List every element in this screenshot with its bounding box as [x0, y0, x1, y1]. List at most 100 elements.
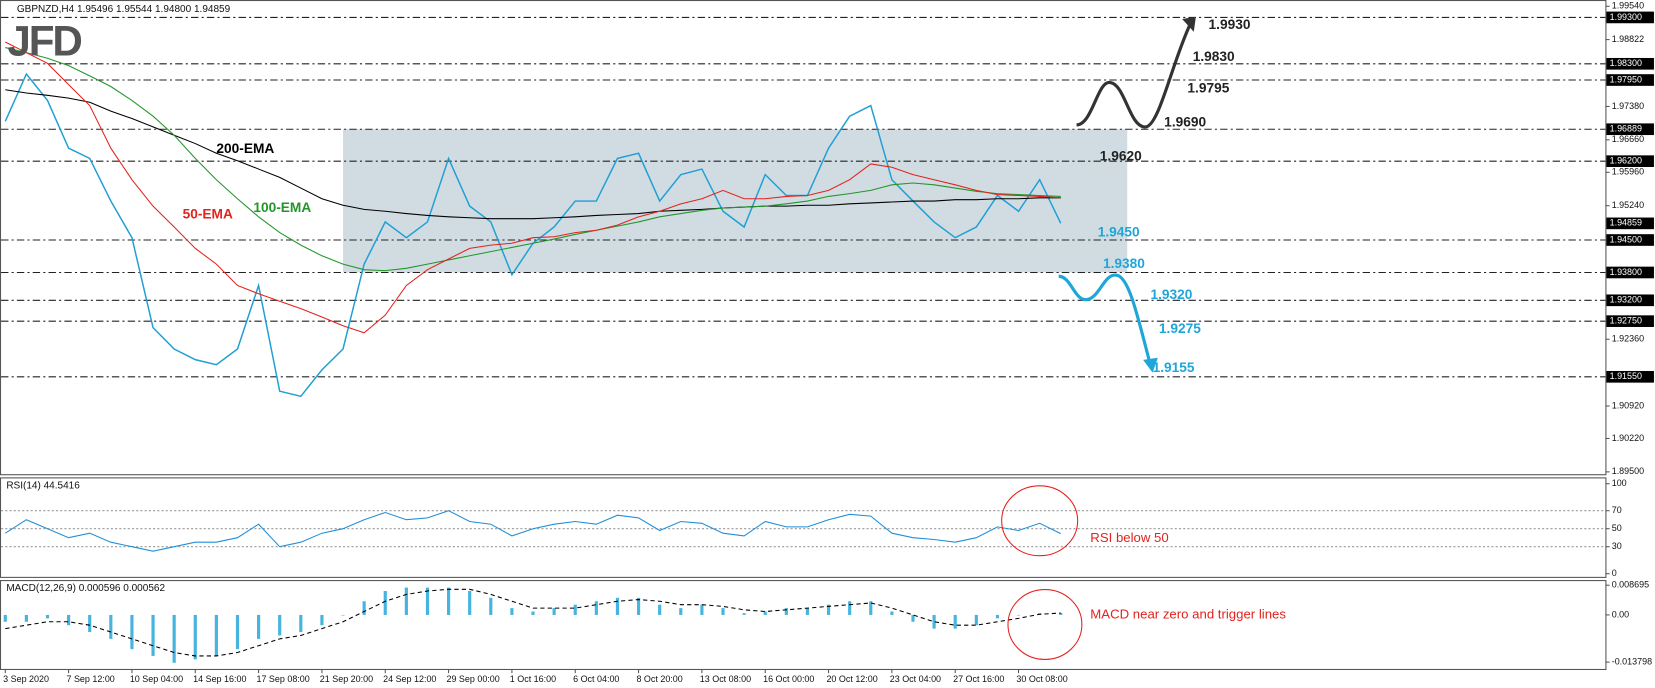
histogram-bar — [3, 614, 7, 622]
y-tick-label: 0.008695 — [1612, 580, 1649, 590]
level-label-box — [1606, 315, 1654, 327]
histogram-bar — [995, 614, 1000, 619]
histogram-bar — [109, 614, 113, 639]
histogram-bar — [932, 614, 936, 629]
x-tick-label: 10 Sep 04:00 — [130, 674, 183, 684]
histogram-bar — [278, 614, 282, 636]
last-price-label: 1.94859 — [1610, 218, 1642, 228]
level-annotation: 1.9795 — [1187, 81, 1229, 96]
histogram-bar — [700, 604, 704, 615]
series-line — [5, 41, 1061, 334]
level-label: 1.97950 — [1610, 74, 1642, 84]
x-tick-label: 20 Oct 12:00 — [826, 674, 877, 684]
level-annotation: 1.9690 — [1164, 114, 1206, 129]
histogram-bar — [784, 608, 788, 615]
histogram-bar — [552, 608, 556, 615]
rsi-title: RSI(14) 44.5416 — [6, 480, 80, 491]
histogram-bar — [953, 614, 957, 629]
range-box — [343, 129, 1128, 273]
histogram-bar — [721, 608, 725, 615]
histogram-bar — [67, 614, 71, 626]
histogram-bar — [362, 601, 366, 615]
histogram-bar — [679, 608, 683, 615]
x-tick-label: 6 Oct 04:00 — [573, 674, 619, 684]
y-tick-label: 1.90220 — [1612, 433, 1644, 443]
level-label: 1.98300 — [1610, 58, 1642, 68]
y-tick-label: 50 — [1612, 523, 1622, 533]
y-tick-label: 0 — [1612, 568, 1617, 578]
scenario-arrow-down — [1058, 273, 1153, 366]
x-tick-label: 23 Oct 04:00 — [890, 674, 941, 684]
histogram-bar — [531, 611, 535, 615]
histogram-bar — [446, 587, 451, 615]
histogram-bar — [235, 614, 240, 650]
y-tick-label: 70 — [1612, 505, 1622, 515]
series-line — [5, 47, 1061, 272]
histogram-bar — [130, 614, 134, 650]
histogram-bar — [151, 614, 155, 656]
level-label-box — [1606, 370, 1654, 383]
histogram-bar — [510, 608, 514, 615]
annotation: RSI below 50 — [1090, 530, 1168, 545]
histogram-bar — [404, 587, 408, 615]
series-line — [5, 89, 1061, 220]
chart-title: GBPNZD,H4 1.95496 1.95544 1.94800 1.9485… — [17, 4, 231, 15]
macd-title: MACD(12,26,9) 0.000596 0.000562 — [6, 583, 165, 594]
y-tick-label: 1.95240 — [1612, 200, 1644, 210]
level-label-box — [1606, 57, 1654, 70]
level-label: 1.99300 — [1610, 12, 1642, 22]
histogram-bar — [24, 614, 28, 622]
x-tick-label: 3 Sep 2020 — [3, 674, 49, 684]
histogram-bar — [763, 611, 767, 615]
level-annotation: 1.9380 — [1103, 256, 1145, 271]
series-line — [4, 510, 1061, 552]
histogram-bar — [636, 597, 641, 615]
level-label: 1.92750 — [1610, 316, 1642, 326]
x-tick-label: 21 Sep 20:00 — [320, 674, 373, 684]
histogram-bar — [742, 613, 746, 615]
level-label-box — [1606, 11, 1654, 24]
histogram-bar — [214, 614, 218, 656]
histogram-bar — [573, 604, 577, 615]
level-label: 1.96200 — [1610, 156, 1642, 166]
x-tick-label: 17 Sep 08:00 — [256, 674, 309, 684]
histogram-bar — [425, 587, 430, 615]
x-tick-label: 7 Sep 12:00 — [66, 674, 114, 684]
level-label-box — [1606, 155, 1654, 167]
y-tick-label: 1.98822 — [1612, 34, 1644, 44]
histogram-bar — [974, 614, 978, 626]
level-annotation: 1.9275 — [1159, 321, 1201, 336]
y-tick-label: 1.96660 — [1612, 134, 1644, 144]
y-tick-label: 1.89500 — [1612, 466, 1644, 476]
level-label: 1.94500 — [1610, 234, 1642, 244]
histogram-bar — [468, 591, 472, 615]
y-tick-label: -0.013798 — [1612, 656, 1652, 666]
signal-line — [5, 588, 1061, 657]
x-tick-label: 13 Oct 08:00 — [700, 674, 751, 684]
y-tick-label: 1.92360 — [1612, 334, 1644, 344]
histogram-bar — [848, 601, 852, 615]
y-tick-label: 1.97380 — [1612, 101, 1644, 111]
histogram-bar — [911, 614, 915, 622]
arrowhead — [1143, 357, 1158, 373]
series-label: 50-EMA — [183, 206, 233, 221]
level-label: 1.91550 — [1610, 371, 1642, 381]
y-tick-label: 1.90920 — [1612, 400, 1644, 410]
scenario-arrow-up — [1076, 22, 1193, 129]
last-price-box — [1606, 217, 1654, 230]
y-tick-label: 0.00 — [1612, 609, 1629, 619]
level-annotation: 1.9930 — [1209, 17, 1251, 32]
histogram-bar — [594, 601, 598, 615]
histogram-bar — [1016, 614, 1021, 616]
level-label: 1.93200 — [1610, 295, 1642, 305]
macd-panel — [0, 580, 1607, 671]
series-label: 100-EMA — [253, 200, 311, 215]
annotation: MACD near zero and trigger lines — [1090, 606, 1286, 621]
x-tick-label: 14 Sep 16:00 — [193, 674, 246, 684]
level-annotation: 1.9450 — [1098, 224, 1140, 239]
x-tick-label: 27 Oct 16:00 — [953, 674, 1004, 684]
level-label-box — [1606, 74, 1654, 86]
histogram-bar — [869, 601, 873, 615]
